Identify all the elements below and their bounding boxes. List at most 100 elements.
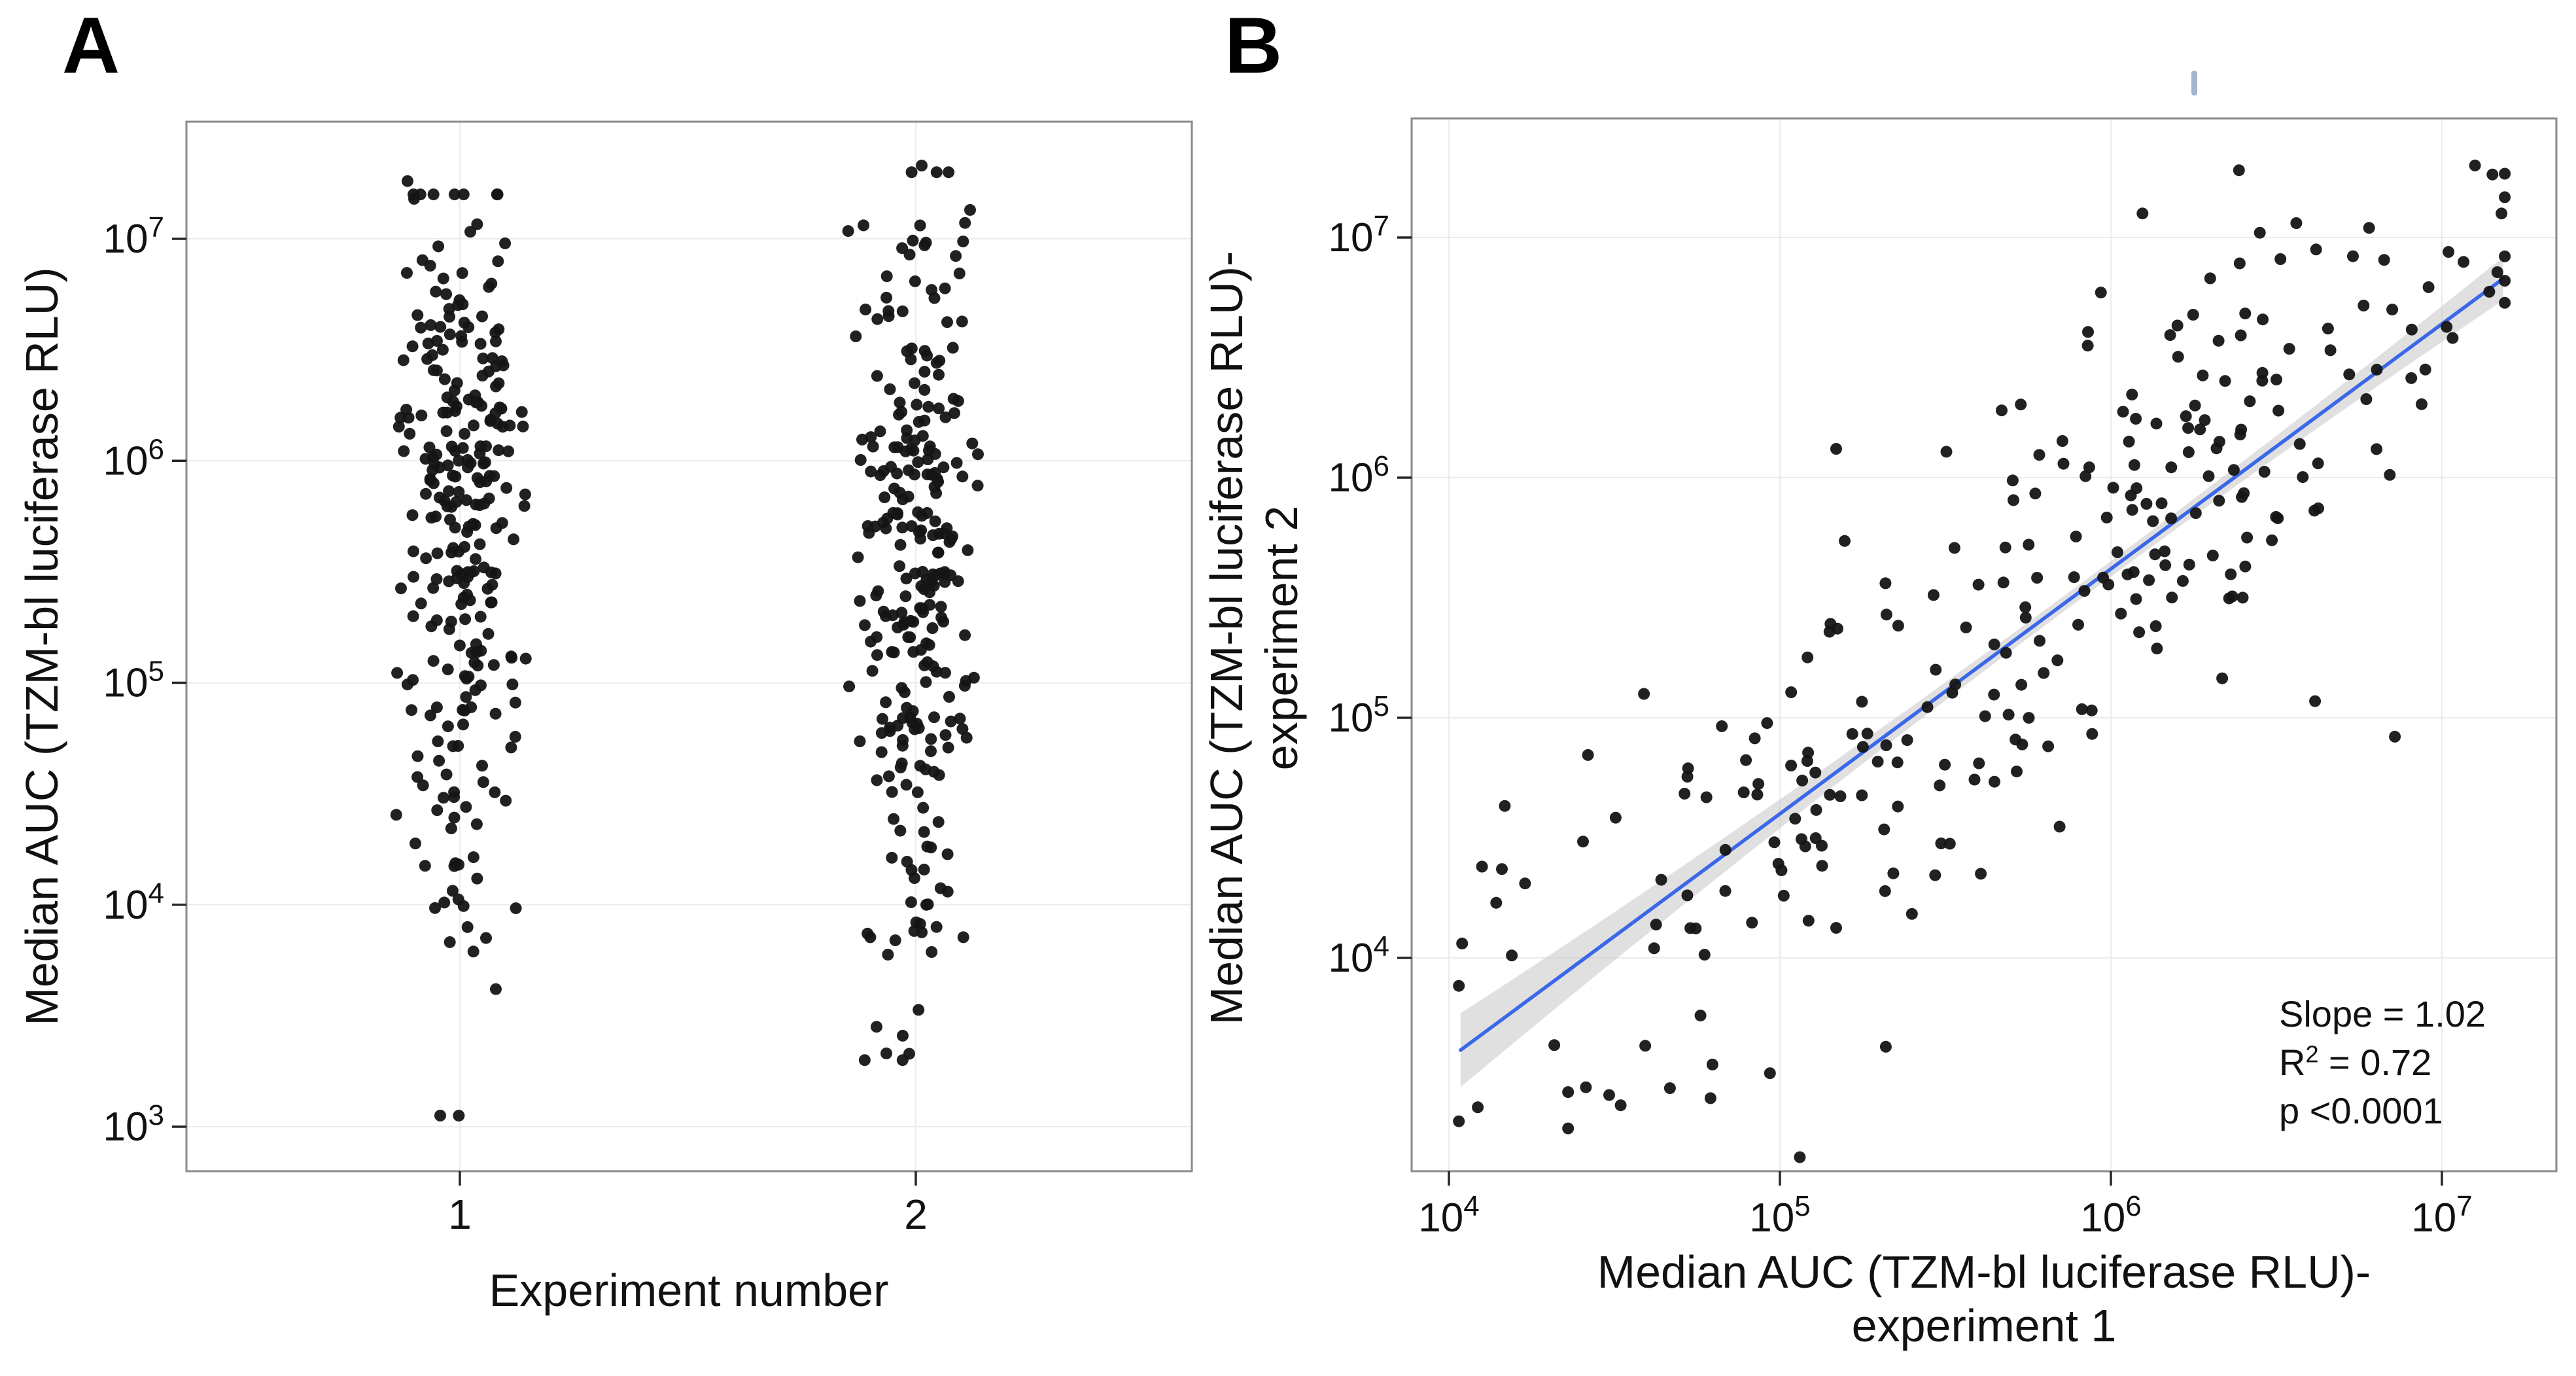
data-point	[443, 575, 455, 588]
data-point	[913, 1004, 925, 1016]
data-point	[2123, 435, 2135, 448]
data-point	[2202, 470, 2215, 482]
data-point	[942, 741, 954, 754]
data-point	[407, 610, 419, 622]
data-point	[1997, 576, 2010, 589]
data-point	[913, 526, 925, 538]
data-point	[442, 459, 454, 472]
data-point	[2121, 568, 2134, 580]
data-point	[489, 326, 502, 339]
data-point	[485, 596, 497, 609]
data-point	[1684, 922, 1697, 934]
data-point	[478, 457, 490, 470]
data-point	[1830, 443, 1842, 455]
data-point	[1789, 813, 1801, 825]
panel-a-letter: A	[62, 1, 120, 90]
data-point	[880, 610, 892, 622]
data-point	[442, 663, 454, 676]
data-point	[2358, 300, 2370, 311]
data-point	[2150, 620, 2162, 632]
confidence-band	[1460, 256, 2503, 1087]
data-point	[447, 542, 459, 554]
data-point	[1846, 728, 1858, 740]
data-point	[492, 255, 504, 268]
data-point	[918, 383, 931, 396]
data-point	[920, 676, 932, 688]
panel-a-x-axis-title: Experiment number	[489, 1265, 889, 1316]
data-point	[2165, 512, 2178, 525]
data-point	[437, 272, 449, 285]
data-point	[2239, 308, 2252, 320]
data-point	[2422, 281, 2435, 293]
data-point	[420, 487, 432, 500]
data-point	[865, 465, 877, 478]
data-point	[420, 552, 432, 565]
data-point	[2236, 491, 2248, 503]
data-point	[471, 218, 483, 230]
data-point	[916, 160, 928, 171]
data-point	[1887, 867, 1900, 879]
data-point	[900, 573, 913, 585]
data-point	[2343, 368, 2356, 381]
data-point	[2042, 740, 2055, 752]
data-point	[947, 342, 959, 354]
data-point	[945, 569, 957, 582]
data-point	[1988, 638, 2000, 650]
data-point	[1921, 701, 1934, 713]
data-point	[2310, 243, 2322, 256]
data-point	[958, 680, 971, 692]
data-point	[902, 631, 914, 643]
data-point	[2254, 226, 2266, 239]
data-point	[852, 551, 864, 563]
data-point	[1796, 774, 1809, 786]
data-point	[468, 419, 479, 432]
data-point	[2115, 607, 2127, 620]
data-point	[425, 319, 437, 331]
data-point	[434, 321, 447, 333]
data-point	[2389, 730, 2401, 743]
data-point	[449, 521, 461, 534]
data-point	[1799, 840, 1811, 853]
panel-a-points	[390, 160, 984, 1122]
data-point	[892, 507, 903, 520]
data-point	[448, 811, 461, 824]
data-point	[436, 344, 449, 356]
data-point	[2056, 435, 2068, 447]
data-point	[941, 848, 954, 860]
data-point	[419, 860, 431, 872]
data-point	[2155, 497, 2168, 510]
data-point	[447, 885, 459, 897]
data-point	[1879, 1040, 1892, 1053]
data-point	[871, 370, 883, 382]
data-point	[860, 304, 872, 315]
data-point	[953, 267, 966, 279]
data-point	[2199, 414, 2211, 427]
data-point	[933, 402, 945, 415]
data-point	[453, 1110, 465, 1122]
data-point	[2187, 309, 2199, 321]
data-point	[2117, 406, 2129, 418]
tick-label: 106	[103, 433, 164, 484]
data-point	[872, 585, 884, 597]
data-point	[918, 366, 931, 378]
data-point	[909, 723, 921, 735]
data-point	[462, 520, 475, 533]
data-point	[971, 480, 984, 492]
data-point	[1939, 758, 1951, 771]
data-point	[427, 655, 440, 667]
p-value-text: p <0.0001	[2279, 1090, 2443, 1131]
data-point	[882, 770, 895, 783]
data-point	[1816, 860, 1828, 872]
data-point	[490, 983, 502, 995]
data-point	[427, 188, 440, 201]
data-point	[453, 485, 465, 498]
data-point	[424, 473, 436, 485]
data-point	[1562, 1122, 1575, 1135]
data-point	[430, 510, 442, 523]
data-point	[896, 607, 908, 619]
data-point	[925, 841, 937, 854]
data-point	[2164, 329, 2176, 342]
data-point	[903, 464, 915, 476]
data-point	[914, 219, 926, 232]
data-point	[443, 485, 455, 497]
